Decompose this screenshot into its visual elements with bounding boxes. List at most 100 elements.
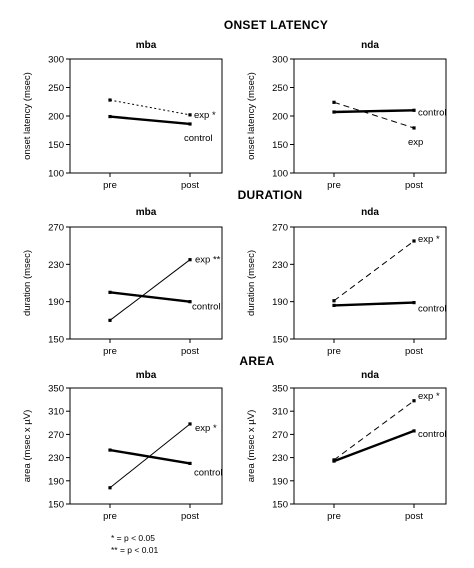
y-tick-label: 250 <box>48 83 64 94</box>
data-point-exp-pre <box>332 299 336 303</box>
y-tick-label: 270 <box>272 430 288 441</box>
footnote-p001: ** = p < 0.01 <box>111 545 159 555</box>
panel-title: nda <box>361 207 379 218</box>
series-label-exp: exp * <box>195 423 217 434</box>
y-tick-label: 310 <box>48 407 64 418</box>
chart-panel-duration-mba: mba 150 190 230 270 pre post duration (msec) exp… <box>22 207 223 357</box>
series-label-exp: exp * <box>194 110 216 121</box>
chart-panel-area-nda: nda 150 190 230 270 310 350 pre post area (msec x… <box>246 370 447 522</box>
data-point-exp-post <box>412 239 416 243</box>
plot-frame <box>69 387 223 505</box>
data-point-exp-post <box>188 113 192 117</box>
y-axis-label: duration (msec) <box>22 250 33 316</box>
x-tick-label: pre <box>327 346 341 357</box>
y-tick-label: 230 <box>48 260 64 271</box>
y-tick-label: 270 <box>272 223 288 234</box>
y-tick-label: 190 <box>48 476 64 487</box>
y-tick-label: 190 <box>272 476 288 487</box>
data-point-exp-post <box>412 399 416 403</box>
series-line-control <box>333 301 415 307</box>
series-line-exp <box>109 99 191 116</box>
y-tick-label: 200 <box>48 112 64 123</box>
series-label-exp: exp ** <box>195 255 221 266</box>
data-point-control-pre <box>108 290 112 294</box>
panel-title: mba <box>136 207 157 218</box>
y-tick-label: 230 <box>272 453 288 464</box>
series-line-exp <box>109 259 191 321</box>
x-tick-label: post <box>181 180 199 191</box>
data-point-exp-post <box>188 258 192 262</box>
series-label-control: control <box>418 107 447 118</box>
y-tick-label: 230 <box>48 453 64 464</box>
panel-title: mba <box>136 40 157 51</box>
data-point-control-post <box>188 122 192 126</box>
chart-panel-onset-latency-nda: nda 100 150 200 250 300 pre post onset latency (… <box>246 40 447 191</box>
series-line-exp <box>333 240 415 302</box>
y-axis-label: duration (msec) <box>246 250 257 316</box>
y-tick-label: 270 <box>48 223 64 234</box>
series-label-control: control <box>194 467 223 478</box>
plot-frame <box>293 226 447 340</box>
y-tick-label: 150 <box>272 500 288 511</box>
data-point-exp-pre <box>108 98 112 102</box>
series-label-control: control <box>418 429 447 440</box>
data-point-control-pre <box>332 110 336 114</box>
y-axis-label: onset latency (msec) <box>22 72 33 160</box>
y-tick-label: 100 <box>272 169 288 180</box>
chart-panels: mba 100 150 200 250 300 pre post onset latency (… <box>22 40 447 522</box>
data-point-exp-pre <box>108 318 112 322</box>
y-tick-label: 250 <box>272 83 288 94</box>
panel-title: nda <box>361 370 379 381</box>
x-tick-label: post <box>181 346 199 357</box>
x-tick-label: post <box>405 180 423 191</box>
y-tick-label: 150 <box>48 500 64 511</box>
series-label-control: control <box>192 302 221 313</box>
data-point-control-pre <box>332 459 336 463</box>
data-point-exp-pre <box>332 100 336 104</box>
series-label-control: control <box>184 133 213 144</box>
x-tick-label: pre <box>103 511 117 522</box>
y-tick-label: 270 <box>48 430 64 441</box>
chart-panel-duration-nda: nda 150 190 230 270 pre post duration (msec) exp… <box>246 207 447 357</box>
series-label-exp: exp <box>408 137 423 148</box>
x-tick-label: pre <box>327 180 341 191</box>
data-point-control-post <box>412 301 416 305</box>
series-line-control <box>109 448 191 465</box>
x-tick-label: post <box>405 346 423 357</box>
y-tick-label: 150 <box>48 140 64 151</box>
y-tick-label: 350 <box>48 384 64 395</box>
y-tick-label: 300 <box>272 55 288 66</box>
data-point-control-pre <box>332 303 336 307</box>
y-tick-label: 150 <box>272 335 288 346</box>
x-tick-label: post <box>405 511 423 522</box>
y-tick-label: 190 <box>272 297 288 308</box>
series-label-control: control <box>418 304 447 315</box>
panel-title: mba <box>136 370 157 381</box>
series-line-exp <box>333 101 415 129</box>
x-tick-label: post <box>181 511 199 522</box>
x-tick-label: pre <box>327 511 341 522</box>
data-point-control-pre <box>108 114 112 119</box>
series-line-control <box>109 115 191 126</box>
y-axis-label: area (msec x µV) <box>246 410 257 483</box>
series-line-control <box>333 109 415 114</box>
y-tick-label: 300 <box>48 55 64 66</box>
section-title-area: AREA <box>239 354 274 368</box>
data-point-control-post <box>188 300 192 304</box>
data-point-exp-post <box>412 126 416 130</box>
data-point-exp-post <box>188 422 192 426</box>
panel-title: nda <box>361 40 379 51</box>
series-line-exp <box>333 400 415 461</box>
y-tick-label: 200 <box>272 112 288 123</box>
chart-panel-onset-latency-mba: mba 100 150 200 250 300 pre post onset latency (… <box>22 40 223 191</box>
y-tick-label: 150 <box>48 335 64 346</box>
y-tick-label: 150 <box>272 140 288 151</box>
y-tick-label: 350 <box>272 384 288 395</box>
y-tick-label: 100 <box>48 169 64 180</box>
y-tick-label: 230 <box>272 260 288 271</box>
y-axis-label: area (msec x µV) <box>22 410 33 483</box>
series-line-control <box>333 429 415 463</box>
chart-panel-area-mba: mba 150 190 230 270 310 350 pre post area (msec x… <box>22 370 223 522</box>
series-label-exp: exp * <box>418 234 440 245</box>
